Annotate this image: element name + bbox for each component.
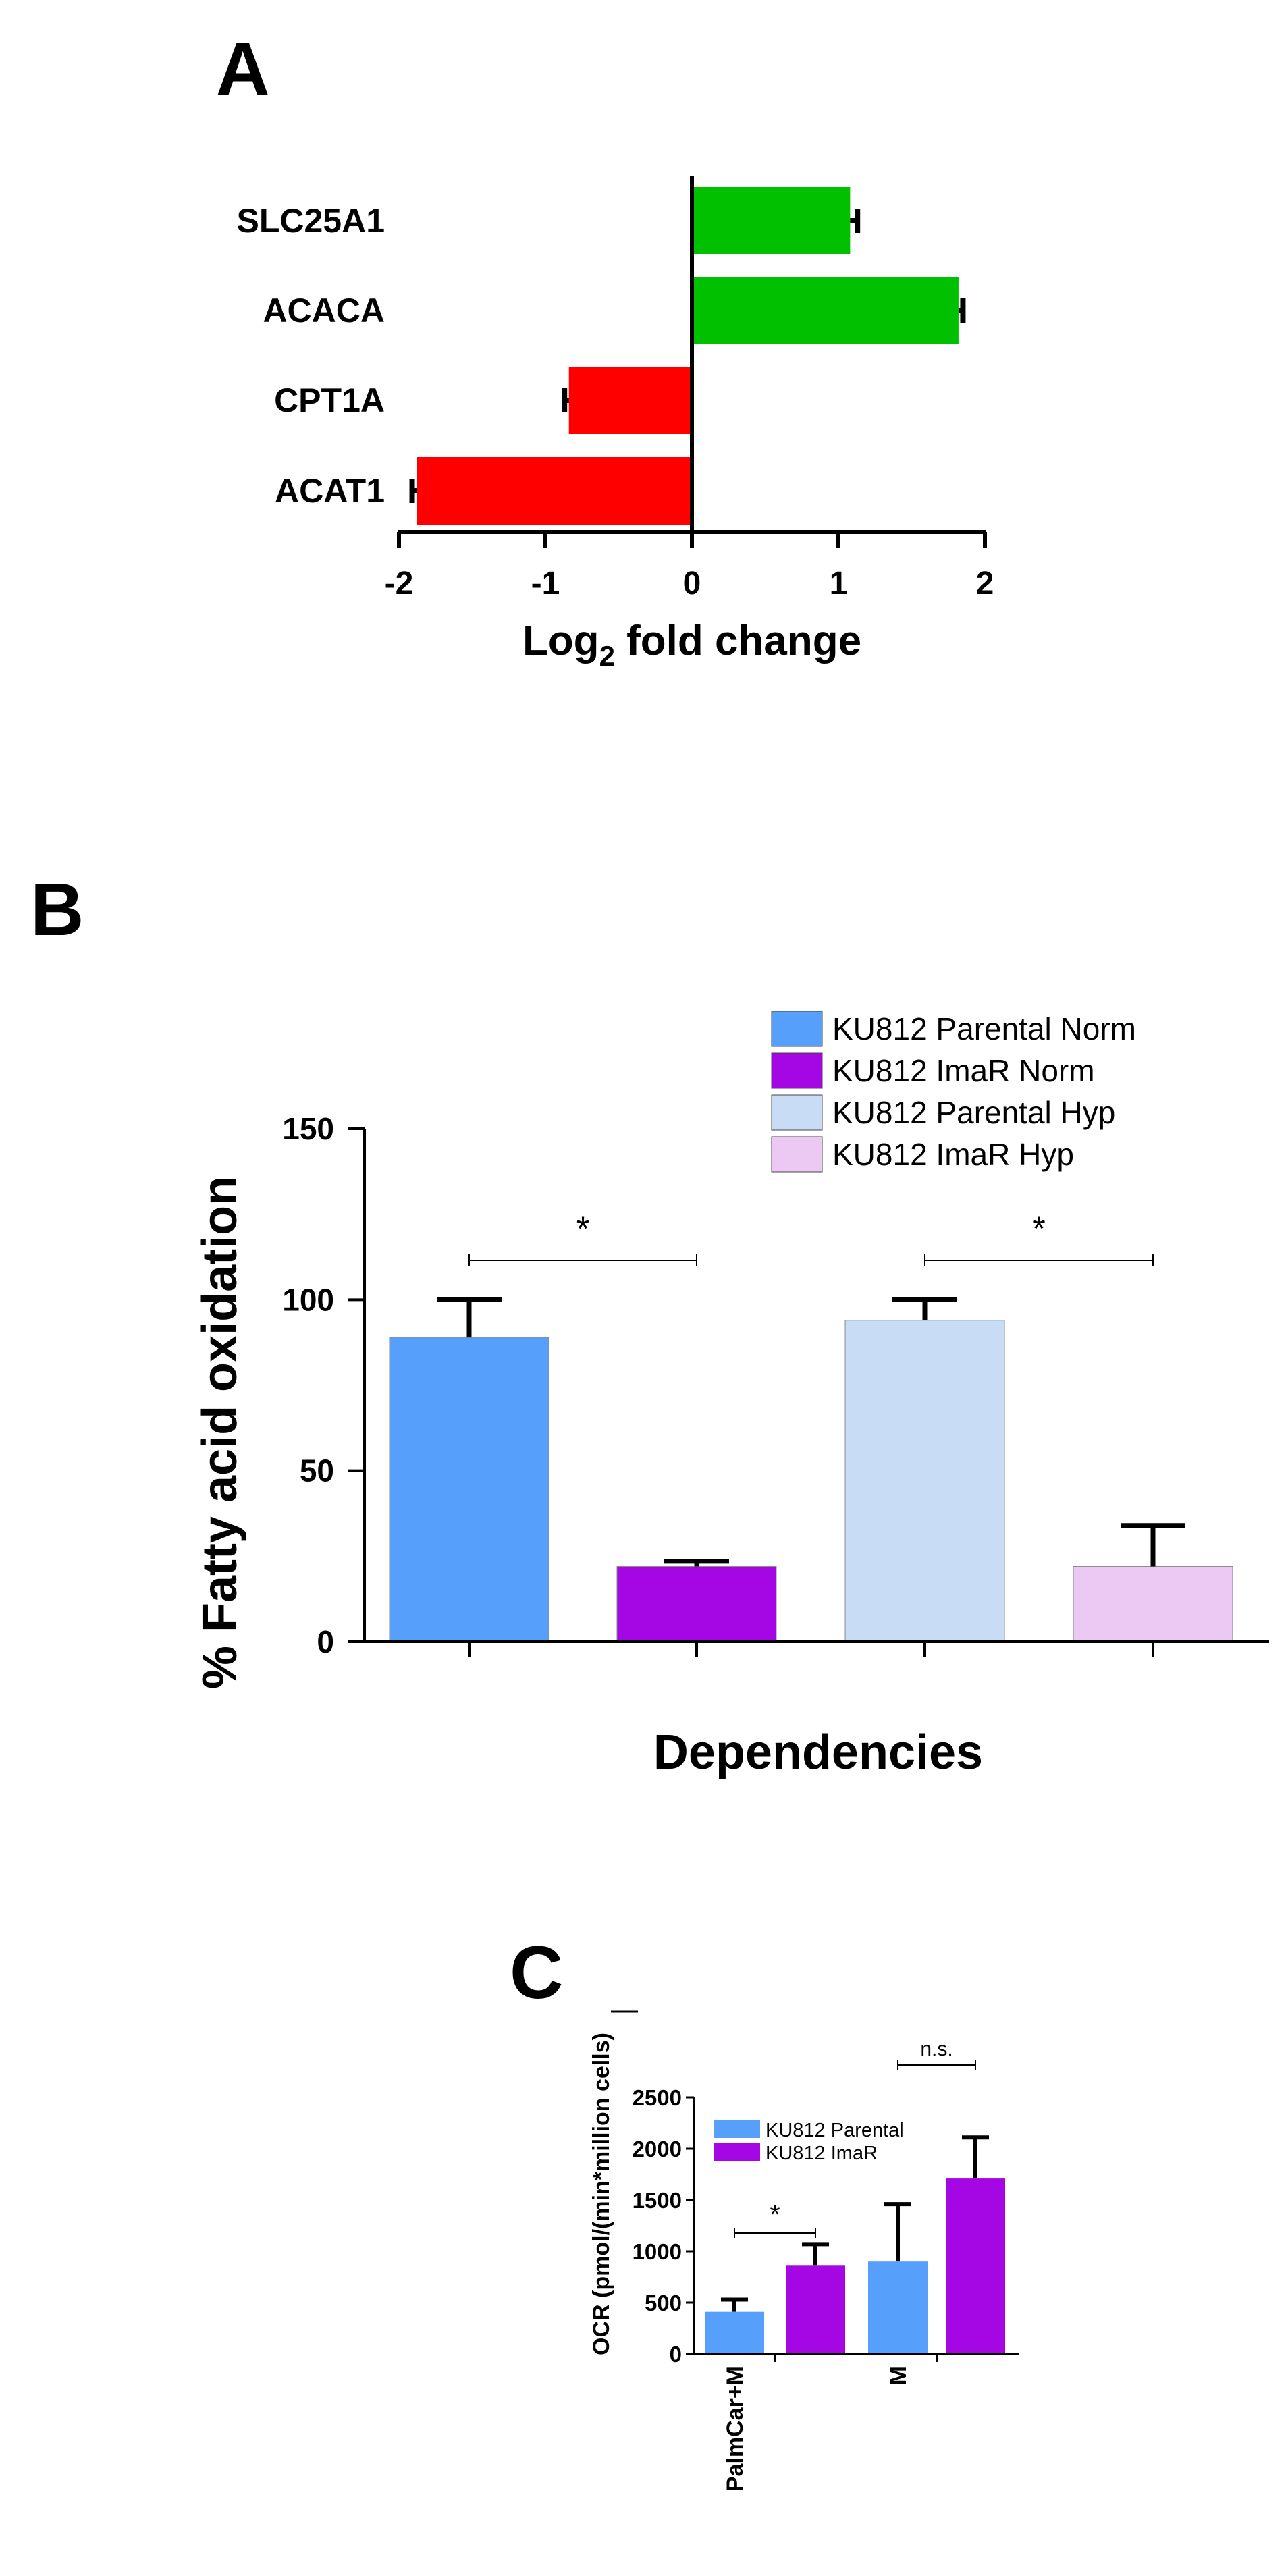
panel-a-x-ticks: -2 -1 0 1 2 (385, 532, 994, 601)
panel-c-y-axis-title: OCR (pmol/(min*million cells) (589, 2033, 614, 2355)
panel-c-y-tick-label-4: 2000 (633, 2137, 682, 2162)
panel-b-bar-3 (1073, 1566, 1233, 1642)
panel-c-significance-label-1: n.s. (920, 2038, 952, 2060)
panel-c-y-tick-label-0: 0 (670, 2342, 682, 2367)
panel-a-x-axis-title-part-1: Log (522, 618, 599, 664)
panel-b-y-axis-title: % Fatty acid oxidation (193, 1176, 247, 1689)
panel-b-y-ticks: 0 50 100 150 (282, 1111, 365, 1659)
panel-a-x-tick-label-3: 1 (830, 566, 848, 601)
panel-a-x-axis-title: Log2 fold change (522, 618, 861, 672)
panel-c-y-ticks: 0 500 1000 1500 2000 2500 (633, 2085, 694, 2367)
panel-b-legend-swatch-2 (771, 1094, 823, 1131)
panel-b-significance: * * (468, 1210, 1154, 1266)
panel-b: B KU812 Parental Norm KU812 ImaR Norm KU… (30, 868, 1269, 1779)
panel-a-x-tick-label-1: -1 (531, 566, 560, 601)
panel-a-label: A (216, 28, 269, 111)
panel-c-bars (705, 2135, 1005, 2354)
panel-b-bars (389, 1297, 1233, 1657)
panel-a-x-axis-title-part-2: fold change (615, 618, 861, 664)
panel-c-y-tick-label-3: 1500 (633, 2188, 682, 2213)
panel-b-bar-2 (844, 1320, 1005, 1642)
panel-a-x-tick-label-4: 2 (976, 566, 994, 601)
panel-c-legend-label-1: KU812 ImaR (766, 2143, 878, 2164)
panel-a-category-label-1: ACACA (263, 292, 385, 329)
panel-c-bar-0-0 (705, 2311, 764, 2354)
panel-b-y-tick-label-0: 0 (317, 1624, 334, 1659)
panel-a-bar-3 (417, 457, 692, 525)
panel-c: C OCR (pmol/(min*million cells) 0 500 10… (510, 1931, 1019, 2492)
panel-a-bar-2 (568, 367, 692, 434)
panel-b-bar-0 (389, 1337, 549, 1642)
panel-a-bars (409, 187, 966, 525)
panel-a-category-label-3: ACAT1 (275, 472, 385, 510)
panel-b-legend-swatch-1 (771, 1052, 823, 1089)
panel-c-bar-0-1 (868, 2261, 928, 2354)
panel-a-x-tick-label-2: 0 (683, 566, 701, 601)
panel-a-category-label-0: SLC25A1 (236, 202, 385, 240)
panel-a-cat-labels: SLC25A1 ACACA CPT1A ACAT1 (236, 202, 385, 510)
panel-b-legend-label-1: KU812 ImaR Norm (832, 1053, 1095, 1088)
panel-c-x-categories: PalmCar+M M (722, 2354, 938, 2492)
panel-c-x-category-label-0: PalmCar+M (722, 2366, 748, 2492)
panel-c-bar-1-1 (946, 2178, 1005, 2354)
panel-b-y-tick-label-3: 150 (282, 1111, 334, 1146)
panel-c-x-category-label-1: M (886, 2366, 911, 2385)
panel-a-category-label-2: CPT1A (274, 381, 385, 419)
panel-b-legend: KU812 Parental Norm KU812 ImaR Norm KU81… (771, 1011, 1136, 1173)
panel-b-legend-label-0: KU812 Parental Norm (832, 1011, 1136, 1046)
panel-c-significance: * n.s. (734, 2038, 976, 2238)
panel-b-legend-label-3: KU812 ImaR Hyp (832, 1137, 1074, 1172)
panel-b-significance-label-1: * (1032, 1210, 1045, 1247)
panel-b-y-tick-label-2: 100 (282, 1282, 334, 1317)
panel-b-legend-swatch-0 (771, 1011, 823, 1047)
panel-c-legend-swatch-0 (714, 2120, 760, 2138)
panel-c-y-tick-label-5: 2500 (633, 2085, 682, 2110)
panel-c-legend: KU812 Parental KU812 ImaR (714, 2120, 904, 2164)
panel-b-significance-label-0: * (576, 1210, 589, 1247)
panel-b-y-tick-label-1: 50 (300, 1453, 334, 1488)
panel-a-bar-0 (692, 187, 851, 254)
panel-c-bar-1-0 (786, 2265, 845, 2354)
panel-c-y-tick-label-1: 500 (645, 2290, 682, 2315)
panel-b-x-axis-title: Dependencies (653, 1725, 983, 1779)
panel-c-label: C (510, 1931, 563, 2014)
panel-b-legend-label-2: KU812 Parental Hyp (832, 1095, 1115, 1130)
panel-b-bar-1 (616, 1566, 777, 1642)
panel-c-legend-label-0: KU812 Parental (766, 2120, 904, 2141)
panel-c-significance-label-0: * (770, 2200, 780, 2230)
panel-a: A SLC25A1 ACACA CPT1A ACAT1 -2 -1 0 1 2 … (216, 28, 994, 672)
panel-a-bar-1 (692, 277, 959, 344)
panel-c-legend-swatch-1 (714, 2143, 760, 2161)
panel-c-y-tick-label-2: 1000 (633, 2239, 682, 2264)
panel-b-legend-swatch-3 (771, 1136, 823, 1173)
panel-a-x-tick-label-0: -2 (385, 566, 414, 601)
panel-b-label: B (30, 868, 84, 951)
panel-a-x-axis-title-subscript: 2 (599, 640, 615, 672)
